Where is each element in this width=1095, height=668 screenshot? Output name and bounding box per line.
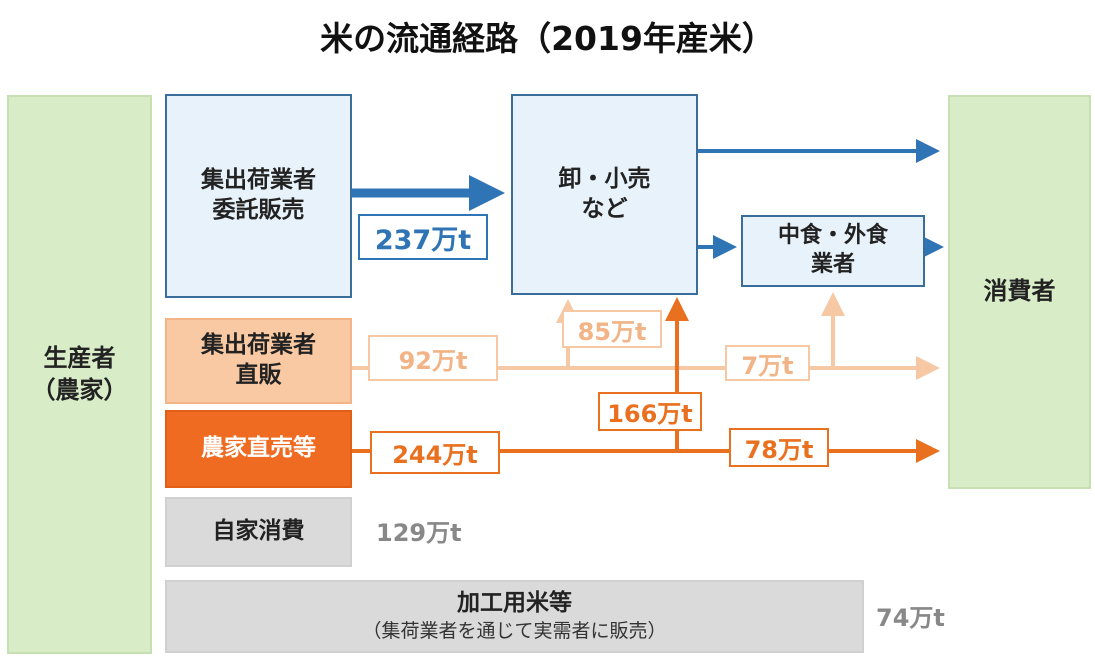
farmer-direct-box: 農家直売等 xyxy=(165,410,352,488)
diagram-title: 米の流通経路（2019年産米） xyxy=(320,19,775,58)
farmer-direct-label: 農家直売等 xyxy=(201,435,316,462)
flow-label-85: 85万t xyxy=(562,310,662,348)
processing-note: （集荷業者を通じて実需者に販売） xyxy=(362,620,667,643)
consignment-label: 集出荷業者 委託販売 xyxy=(201,167,316,223)
consignment-box: 集出荷業者 委託販売 xyxy=(165,94,352,298)
wholesale-retail-label: 卸・小売 など xyxy=(558,165,651,222)
processing-box: 加工用米等 （集荷業者を通じて実需者に販売） xyxy=(165,580,864,653)
processing-title: 加工用米等 xyxy=(456,590,572,617)
flow-label-7: 7万t xyxy=(725,345,810,381)
consumer-box: 消費者 xyxy=(948,95,1091,489)
flow-label-74: 74万t xyxy=(876,604,945,632)
self-consumption-label: 自家消費 xyxy=(212,518,305,545)
self-consumption-box: 自家消費 xyxy=(165,497,352,567)
food-service-label: 中食・外食 業者 xyxy=(777,223,888,277)
flow-label-92: 92万t xyxy=(368,335,498,381)
flow-label-129: 129万t xyxy=(376,519,462,547)
producer-box: 生産者 （農家） xyxy=(7,95,152,654)
consumer-label: 消費者 xyxy=(983,277,1056,306)
direct-shipper-label: 集出荷業者 直販 xyxy=(201,332,316,388)
producer-label: 生産者 （農家） xyxy=(31,344,128,404)
wholesale-retail-box: 卸・小売 など xyxy=(511,94,698,295)
flow-label-244: 244万t xyxy=(370,431,500,474)
flow-label-78: 78万t xyxy=(729,428,829,467)
food-service-box: 中食・外食 業者 xyxy=(741,215,925,287)
flow-label-237: 237万t xyxy=(358,214,488,260)
flow-label-166: 166万t xyxy=(598,392,702,431)
direct-shipper-box: 集出荷業者 直販 xyxy=(165,318,352,404)
